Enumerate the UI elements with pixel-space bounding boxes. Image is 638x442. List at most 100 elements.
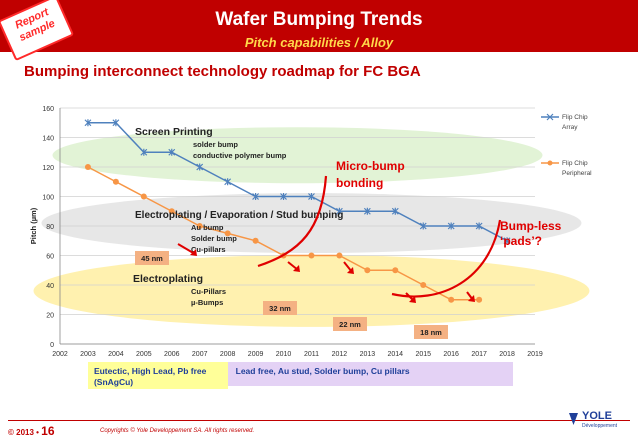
pitch-label-text: 32 nm <box>269 304 291 313</box>
region-screen-printing <box>52 127 543 184</box>
series-array-point <box>447 222 455 230</box>
x-tick-label: 2014 <box>388 351 404 358</box>
x-tick-label: 2007 <box>192 351 208 358</box>
y-tick-label: 160 <box>42 106 54 113</box>
page-number: 16 <box>41 424 55 438</box>
series-array-legend-name-2: Array <box>562 124 578 131</box>
series-array-point <box>335 207 343 215</box>
series-peripheral-legend-marker <box>547 160 553 166</box>
label-screen-item: conductive polymer bump <box>193 151 287 160</box>
red-arrowhead <box>468 295 475 302</box>
page-subtitle: Pitch capabilities / Alloy <box>244 35 394 50</box>
x-tick-label: 2002 <box>52 351 68 358</box>
series-array-legend-marker <box>546 113 554 121</box>
yole-logo-icon <box>569 413 578 425</box>
series-array-point <box>503 237 511 245</box>
region-electroplating <box>33 254 590 327</box>
y-tick-label: 60 <box>46 254 54 261</box>
label-bump-less: ‘pads’? <box>500 234 542 248</box>
y-axis-title: Pitch (µm) <box>29 207 38 244</box>
red-arrow-line <box>177 243 196 255</box>
red-arrowhead <box>409 296 416 303</box>
chart-title: Bumping interconnect technology roadmap … <box>24 63 421 80</box>
series-peripheral-point <box>448 296 455 303</box>
x-tick-label: 2019 <box>527 351 543 358</box>
series-peripheral-point <box>476 296 483 303</box>
series-array-point <box>112 119 120 127</box>
y-tick-label: 40 <box>46 283 54 290</box>
series-array-point <box>308 193 315 200</box>
pitch-label-box <box>414 325 448 339</box>
series-peripheral-point <box>392 267 399 274</box>
series-array-point <box>168 148 176 156</box>
red-arrowhead <box>293 265 300 272</box>
series-array-point <box>475 222 483 230</box>
label-bump-less: Bump-less <box>500 219 562 233</box>
label-evap-item: Cu-pillars <box>191 245 226 254</box>
red-arrowhead <box>190 249 197 256</box>
x-tick-label: 2018 <box>499 351 515 358</box>
x-tick-label: 2015 <box>415 351 431 358</box>
x-tick-label: 2006 <box>164 351 180 358</box>
pitch-label-box <box>263 301 297 315</box>
series-array-point <box>196 163 204 171</box>
x-tick-label: 2013 <box>360 351 376 358</box>
header-banner: Wafer Bumping Trends Pitch capabilities … <box>0 0 638 52</box>
series-peripheral-legend-name-2: Peripheral <box>562 170 592 177</box>
y-tick-label: 100 <box>42 195 54 202</box>
micro-bump-arc <box>257 175 328 268</box>
series-array-point <box>252 193 260 200</box>
x-tick-label: 2003 <box>80 351 96 358</box>
series-array-point <box>140 148 148 156</box>
red-arrowhead <box>347 267 354 274</box>
series-peripheral-point <box>308 252 315 259</box>
region-electroplating-evaporation <box>41 193 582 254</box>
pitch-label-text: 45 nm <box>141 254 163 263</box>
x-tick-label: 2005 <box>136 351 152 358</box>
series-peripheral-point <box>420 282 427 288</box>
label-screen-printing: Screen Printing <box>135 126 213 138</box>
footer-copyright-year: © 2013 • <box>8 428 39 437</box>
series-array-line <box>87 122 508 242</box>
label-micro-bump: bonding <box>336 176 383 190</box>
series-array-point <box>84 119 92 127</box>
x-tick-label: 2012 <box>332 351 348 358</box>
footer-page: © 2013 • 16 <box>8 424 55 438</box>
pitch-label-box <box>333 317 367 331</box>
pitch-label-text: 22 nm <box>339 320 361 329</box>
label-electro-item: Cu-Pillars <box>191 287 226 296</box>
logo-subtext: Développement <box>582 423 618 429</box>
alloy-eutectic-line-2: (SnAgCu) <box>93 377 134 387</box>
label-electroplating: Electroplating <box>133 273 203 285</box>
series-array-point <box>391 207 399 215</box>
series-array-point <box>363 207 371 215</box>
y-tick-label: 80 <box>46 224 54 231</box>
series-peripheral-point <box>84 164 91 170</box>
series-peripheral-point <box>224 230 231 237</box>
alloy-eutectic-line-1: Eutectic, High Lead, Pb free <box>93 366 207 376</box>
y-tick-label: 20 <box>46 313 54 320</box>
label-electro-item: µ-Bumps <box>191 298 223 307</box>
y-tick-label: 120 <box>42 165 54 172</box>
label-electroplating-evaporation: Electroplating / Evaporation / Stud bump… <box>135 210 343 221</box>
x-tick-label: 2008 <box>220 351 236 358</box>
alloy-leadfree-text: Lead free, Au stud, Solder bump, Cu pill… <box>235 366 410 376</box>
label-evap-item: Solder bump <box>191 234 237 243</box>
series-peripheral-point <box>140 193 147 200</box>
yole-logo: YOLE Développement <box>568 410 630 432</box>
series-peripheral-point <box>252 237 259 244</box>
logo-text: YOLE <box>582 410 612 422</box>
series-array-point <box>419 222 427 230</box>
label-evap-item: Au bump <box>191 223 224 232</box>
label-screen-item: solder bump <box>193 140 238 149</box>
alloy-label-leadfree: Lead free, Au stud, Solder bump, Cu pill… <box>227 362 513 386</box>
x-tick-label: 2016 <box>443 351 459 358</box>
series-array-point <box>224 178 232 186</box>
series-peripheral-point <box>336 252 343 259</box>
x-tick-label: 2011 <box>304 351 319 358</box>
series-peripheral-legend-name-1: Flip Chip <box>562 160 588 167</box>
footer-divider <box>8 420 630 421</box>
x-tick-label: 2004 <box>108 351 124 358</box>
pitch-label-box <box>135 251 169 265</box>
